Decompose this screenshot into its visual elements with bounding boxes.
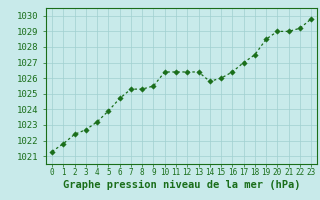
X-axis label: Graphe pression niveau de la mer (hPa): Graphe pression niveau de la mer (hPa) bbox=[63, 180, 300, 190]
